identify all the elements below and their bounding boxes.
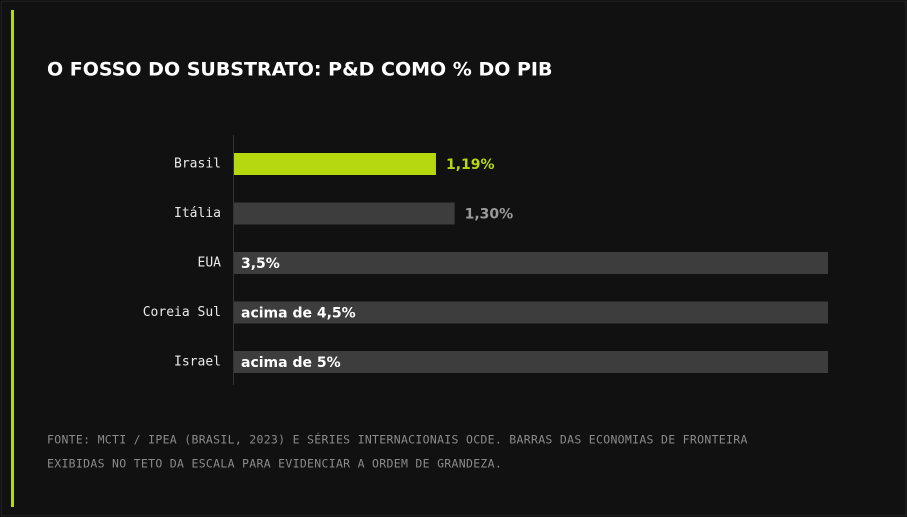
bars: [234, 153, 828, 373]
note: EXIBIDAS NO TETO DA ESCALA PARA EVIDENCI…: [47, 457, 502, 471]
value-label: 1,19%: [446, 157, 495, 173]
category-label: Coreia Sul: [143, 305, 221, 320]
value-label: 1,30%: [465, 207, 514, 223]
category-label: Itália: [174, 206, 221, 221]
value-label: acima de 5%: [241, 355, 341, 371]
value-label: 3,5%: [241, 256, 280, 272]
bar: [234, 301, 828, 324]
chart-title: O FOSSO DO SUBSTRATO: P&D COMO % DO PIB: [47, 59, 552, 81]
bar: [234, 252, 828, 274]
accent-bar: [11, 10, 14, 507]
bar: [234, 351, 828, 373]
category-label: Israel: [174, 355, 221, 370]
category-label: EUA: [198, 256, 222, 271]
value-label: acima de 4,5%: [241, 306, 356, 322]
note: FONTE: MCTI / IPEA (BRASIL, 2023) E SÉRI…: [47, 432, 748, 447]
category-label: Brasil: [174, 157, 221, 172]
bar: [234, 153, 436, 175]
bar: [234, 202, 455, 225]
